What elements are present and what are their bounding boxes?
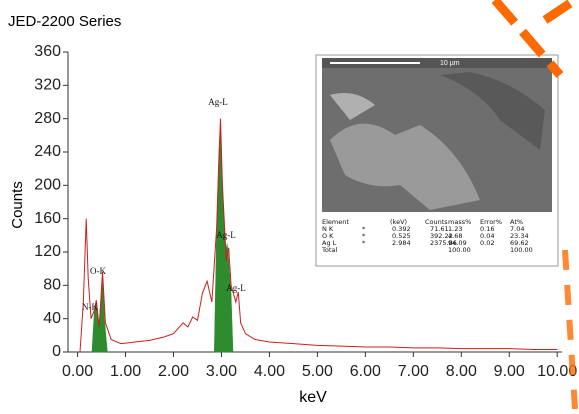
table-cell: 2.984	[392, 239, 411, 247]
table-header: Counts	[425, 218, 448, 226]
table-cell: 71.61	[430, 225, 449, 233]
watermark	[562, 249, 578, 410]
peak-label: Ag-L	[226, 283, 246, 293]
table-header: Error%	[480, 218, 502, 226]
peak-label: N-K	[82, 302, 98, 312]
x-tick-label: 6.00	[350, 363, 381, 380]
peak-label: Ag-L	[208, 97, 228, 107]
x-axis-label: keV	[299, 389, 327, 406]
y-tick-label: 0	[52, 343, 61, 360]
y-tick-label: 160	[34, 210, 61, 227]
table-cell: N K	[322, 225, 334, 233]
x-tick-label: 3.00	[206, 363, 237, 380]
table-cell: 0.02	[480, 239, 494, 247]
x-tick-label: 9.00	[494, 363, 525, 380]
y-tick-label: 40	[43, 310, 61, 327]
y-tick-label: 280	[34, 110, 61, 127]
x-tick-label: 0.00	[62, 363, 93, 380]
table-cell: 94.09	[448, 239, 467, 247]
table-cell: *	[362, 225, 366, 233]
table-cell: 100.00	[448, 246, 471, 254]
table-cell: 2375.86	[430, 239, 457, 247]
peak-label: O-K	[90, 266, 106, 276]
scale-bar-band	[322, 58, 552, 68]
sem-texture	[330, 92, 375, 120]
table-cell: Ag L	[322, 239, 337, 247]
y-tick-label: 200	[34, 177, 61, 194]
table-cell: O K	[322, 232, 334, 240]
y-tick-label: 320	[34, 77, 61, 94]
y-tick-label: 120	[34, 243, 61, 260]
inset-table: Element (keV) Counts mass% Error% At% N K * 0.39…	[321, 218, 533, 254]
table-cell: Total	[321, 246, 337, 254]
table-header: mass%	[448, 218, 471, 226]
table-cell: 7.04	[510, 225, 524, 233]
table-header: (keV)	[390, 218, 407, 226]
table-cell: 0.525	[392, 232, 411, 240]
x-tick-label: 2.00	[158, 363, 189, 380]
table-cell: 1.23	[448, 225, 462, 233]
sem-texture	[440, 72, 545, 150]
table-cell: 100.00	[510, 246, 533, 254]
table-cell: *	[362, 232, 366, 240]
scale-label: 10 µm	[440, 60, 460, 67]
table-cell: 392.22	[430, 232, 453, 240]
table-header: Element	[322, 218, 349, 226]
x-tick-label: 7.00	[398, 363, 429, 380]
chart-title: JED-2200 Series	[8, 13, 121, 30]
table-cell: 0.392	[392, 225, 411, 233]
table-cell: 4.68	[448, 232, 462, 240]
peak-label: Ag-L	[216, 230, 236, 240]
y-tick-label: 80	[43, 277, 61, 294]
plot-area: 0 40 80 120 160 200 240 280 320 360 0.00 1.00 2.00 3.…	[34, 43, 577, 380]
x-tick-label: 4.00	[254, 363, 285, 380]
peak-area	[214, 131, 234, 353]
table-cell: 23.34	[510, 232, 529, 240]
x-tick-label: 10.00	[537, 363, 577, 380]
table-cell: 69.62	[510, 239, 529, 247]
sem-texture	[330, 123, 480, 210]
table-cell: 0.16	[480, 225, 494, 233]
table-cell: *	[362, 239, 366, 247]
x-tick-label: 5.00	[302, 363, 333, 380]
table-cell: 0.04	[480, 232, 494, 240]
x-tick-label: 8.00	[446, 363, 477, 380]
watermark	[491, 0, 578, 78]
table-header: At%	[510, 218, 523, 226]
spectrum-line	[79, 118, 558, 353]
y-tick-label: 240	[34, 143, 61, 160]
y-tick-label: 360	[34, 43, 61, 60]
y-axis-label: Counts	[9, 181, 26, 229]
x-tick-label: 1.00	[110, 363, 141, 380]
